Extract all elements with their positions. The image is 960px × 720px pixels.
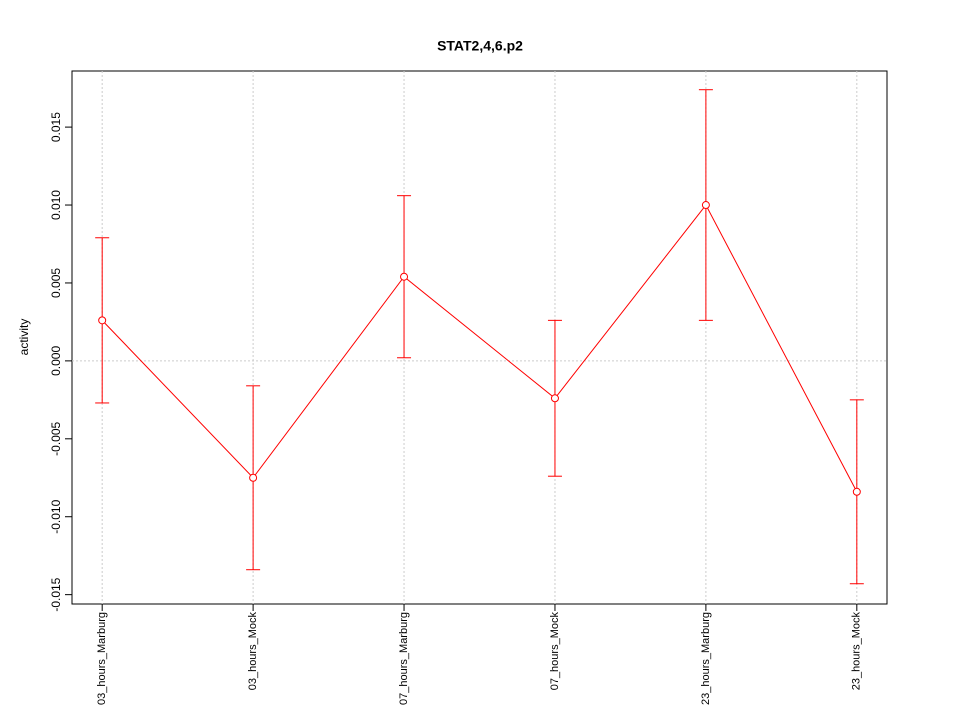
y-tick-label: -0.005 [49,421,63,455]
x-tick-label: 03_hours_Mock [247,612,259,691]
y-axis-label: activity [17,319,31,356]
line [101,204,858,493]
point [701,201,710,210]
point [249,473,258,482]
point [550,394,559,403]
x-tick-label: 23_hours_Mock [851,612,863,691]
y-tick-label: 0.010 [49,190,63,220]
x-tick-label: 03_hours_Marburg [96,612,108,705]
x-tick-label: 07_hours_Marburg [398,612,410,705]
point [98,316,107,325]
y-tick-label: 0.000 [49,346,63,376]
x-tick-label: 07_hours_Mock [549,612,561,691]
y-tick-label: 0.015 [49,112,63,142]
x-tick-label: 23_hours_Marburg [700,612,712,705]
plot-box [71,70,888,605]
chart-title: STAT2,4,6.p2 [437,38,523,54]
y-tick-label: -0.010 [49,499,63,533]
y-tick-label: -0.015 [49,577,63,611]
point [852,487,861,496]
point [400,272,409,281]
y-tick-label: 0.005 [49,268,63,298]
